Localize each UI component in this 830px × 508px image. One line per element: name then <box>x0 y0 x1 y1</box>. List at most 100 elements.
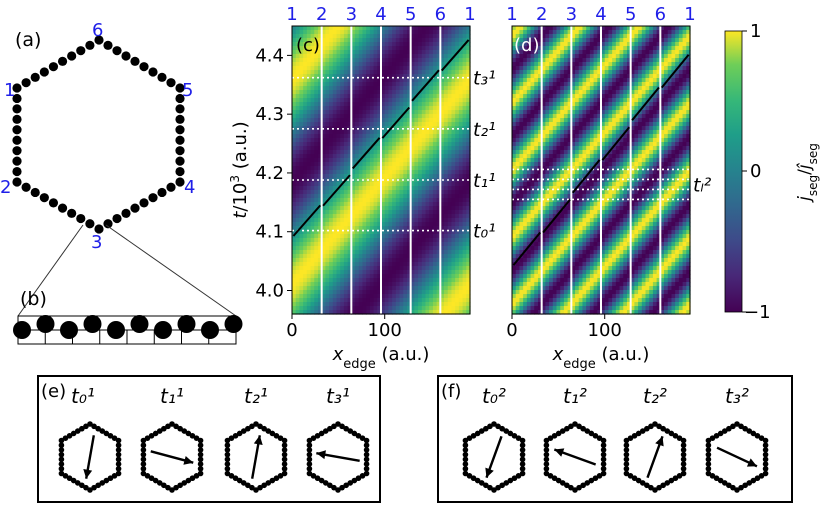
heat-cell <box>362 306 367 311</box>
heat-cell <box>369 242 375 247</box>
heat-cell <box>458 226 464 231</box>
heat-cell <box>406 86 412 91</box>
heat-cell <box>336 62 341 67</box>
heat-cell <box>451 214 456 219</box>
heat-cell <box>399 242 404 247</box>
heat-cell <box>306 202 312 207</box>
heat-cell <box>436 142 441 147</box>
heat-cell <box>552 90 558 95</box>
heat-cell <box>377 46 382 51</box>
heat-cell <box>656 26 661 31</box>
heat-cell <box>358 242 364 247</box>
heat-cell <box>321 210 326 215</box>
heat-cell <box>358 274 364 279</box>
heat-cell <box>358 262 364 267</box>
heat-cell <box>534 30 539 35</box>
heat-cell <box>656 82 661 87</box>
heat-cell <box>593 50 598 55</box>
heat-cell <box>366 86 371 91</box>
heat-cell <box>615 106 621 111</box>
heat-cell <box>652 26 658 31</box>
heat-cell <box>295 70 301 75</box>
heat-cell <box>362 182 367 187</box>
segment-sites <box>13 315 243 339</box>
heat-cell <box>523 118 528 123</box>
heat-cell <box>303 34 308 39</box>
front-line-segment <box>440 39 470 72</box>
heat-cell <box>593 90 598 95</box>
heat-cell <box>340 238 345 243</box>
heat-cell <box>418 302 423 307</box>
heat-cell <box>563 90 569 95</box>
heat-cell <box>530 98 535 103</box>
heat-cell <box>343 250 349 255</box>
heat-cell <box>626 138 632 143</box>
heat-cell <box>682 114 687 119</box>
heat-cell <box>369 42 375 47</box>
heat-cell <box>377 186 382 191</box>
heat-cell <box>303 194 308 199</box>
heat-cell <box>403 34 408 39</box>
heat-cell <box>512 122 517 127</box>
heat-cell <box>369 138 375 143</box>
heat-cell <box>447 310 453 315</box>
heat-cell <box>306 102 312 107</box>
heat-cell <box>362 178 367 183</box>
heat-cell <box>377 102 382 107</box>
heat-cell <box>399 294 404 299</box>
heat-cell <box>399 78 404 83</box>
heat-cell <box>395 74 401 79</box>
heat-cell <box>347 114 352 119</box>
heat-cell <box>582 42 587 47</box>
heat-cell <box>362 34 367 39</box>
heat-cell <box>377 262 382 267</box>
heat-cell <box>340 150 345 155</box>
heat-cell <box>608 26 613 31</box>
heat-cell <box>612 86 617 91</box>
heat-cell <box>626 86 632 91</box>
heat-cell <box>567 126 572 131</box>
heat-cell <box>310 182 315 187</box>
heat-cell <box>381 294 386 299</box>
heat-cell <box>362 242 367 247</box>
heat-cell <box>314 110 319 115</box>
heat-cell <box>444 50 449 55</box>
heat-cell <box>444 170 449 175</box>
heat-cell <box>343 146 349 151</box>
heat-cell <box>552 82 558 87</box>
heat-cell <box>425 186 430 191</box>
heat-cell <box>586 94 591 99</box>
heat-cell <box>429 50 434 55</box>
heat-cell <box>306 30 312 35</box>
heat-cell <box>425 258 430 263</box>
heat-cell <box>329 214 334 219</box>
heat-cell <box>462 54 467 59</box>
heat-cell <box>586 122 591 127</box>
heat-cell <box>388 218 393 223</box>
heat-cell <box>455 202 460 207</box>
heat-cell <box>686 138 691 143</box>
front-line-segment <box>381 106 411 139</box>
heat-cell <box>556 70 561 75</box>
heat-cell <box>630 34 635 39</box>
heat-cell <box>563 70 569 75</box>
heat-cell <box>403 58 408 63</box>
heat-cell <box>444 194 449 199</box>
ring-site <box>85 40 95 50</box>
heat-cell <box>336 274 341 279</box>
heat-cell <box>444 242 449 247</box>
heat-cell <box>358 306 364 311</box>
heat-cell <box>295 234 301 239</box>
heat-cell <box>392 238 397 243</box>
heat-cell <box>355 206 360 211</box>
heat-cell <box>317 202 323 207</box>
heat-cell <box>619 66 624 71</box>
heat-cell <box>682 26 687 31</box>
heat-cell <box>329 258 334 263</box>
heat-cell <box>355 30 360 35</box>
heat-cell <box>586 46 591 51</box>
heat-cell <box>641 42 647 47</box>
heat-cell <box>351 62 356 67</box>
heat-cell <box>623 114 628 119</box>
